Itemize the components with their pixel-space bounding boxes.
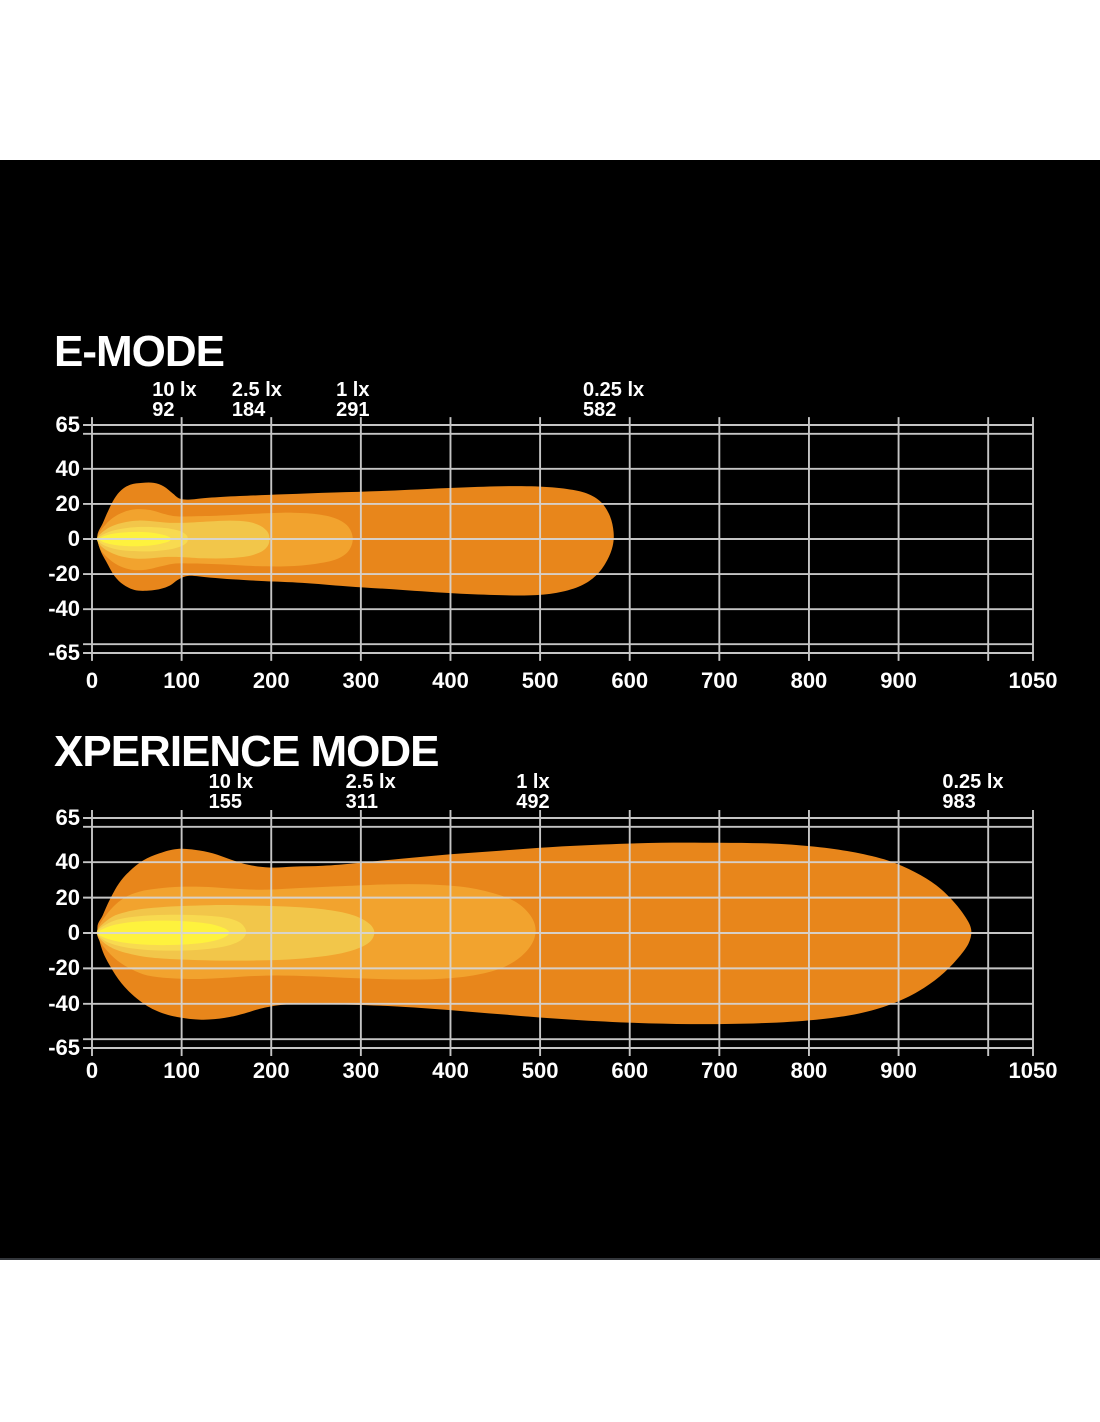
y-axis-tick-label: 65: [55, 412, 80, 437]
isolux-annotation: 10 lx 92: [152, 380, 196, 420]
y-axis-tick-label: 40: [55, 455, 80, 481]
plot-area: [92, 425, 1033, 653]
chart-title: E-MODE: [54, 327, 225, 376]
beam-pattern-panel: E-MODE 10 lx 92 2.5 lx 184 1 lx 291 0.25 lx 582…: [0, 160, 1100, 1260]
plot-area: [92, 818, 1033, 1048]
x-axis-tick-label: 700: [700, 1058, 738, 1083]
x-axis-tick-label: 0: [85, 1058, 99, 1083]
y-axis-tick-label: -40: [48, 596, 80, 622]
isolux-annotation: 1 lx 291: [336, 380, 369, 420]
isolux-level-label: 10 lx: [152, 379, 197, 401]
grid-lines: [83, 417, 1033, 661]
beam-plot-svg: [92, 818, 1033, 1048]
isolux-annotation: 2.5 lx 184: [232, 380, 282, 420]
chart-title: XPERIENCE MODE: [54, 727, 440, 776]
x-axis-tick-label: 900: [880, 1058, 917, 1083]
isolux-level-label: 0.25 lx: [582, 379, 645, 401]
x-axis-tick-label: 300: [342, 668, 380, 693]
x-axis-tick-label: 100: [163, 1058, 200, 1083]
x-axis-tick-label: 400: [432, 1058, 469, 1083]
isolux-distance-label: 983: [942, 791, 976, 813]
isolux-distance-label: 311: [345, 791, 378, 813]
isolux-distance-label: 582: [582, 399, 617, 421]
x-axis-tick-label: 800: [790, 668, 828, 693]
y-axis-tick-label: 65: [55, 805, 80, 830]
x-axis-tick-label: 500: [521, 668, 559, 693]
isolux-annotations: 10 lx 155 2.5 lx 311 1 lx 492 0.25 lx 983: [0, 772, 1100, 816]
isolux-annotation: 1 lx 492: [516, 772, 549, 812]
x-axis-tick-label: 1050: [1008, 668, 1058, 693]
isolux-annotation: 10 lx 155: [209, 772, 253, 812]
x-axis-tick-label: 800: [790, 1058, 828, 1083]
isolux-level-label: 1 lx: [336, 379, 370, 401]
isolux-level-label: 10 lx: [208, 771, 254, 793]
isolux-distance-label: 492: [516, 791, 550, 813]
x-axis-tick-label: 100: [163, 668, 200, 693]
isolux-distance-label: 155: [208, 791, 243, 813]
isolux-annotation: 2.5 lx 311: [346, 772, 396, 812]
isolux-distance-label: 291: [336, 399, 370, 421]
y-axis-tick-label: 40: [55, 849, 80, 875]
x-axis-tick-label: 600: [611, 668, 649, 693]
y-axis-tick-label: -65: [48, 640, 80, 665]
x-axis-tick-label: 300: [342, 1058, 380, 1083]
y-axis-tick-label: -20: [48, 561, 80, 587]
isolux-level-label: 0.25 lx: [942, 771, 1004, 793]
beam-plot-svg: [92, 425, 1033, 653]
x-axis-tick-label: 500: [521, 1058, 559, 1083]
isolux-distance-label: 184: [231, 399, 266, 421]
isolux-level-label: 2.5 lx: [345, 771, 396, 793]
isolux-level-label: 2.5 lx: [231, 379, 282, 401]
isolux-distance-label: 92: [152, 399, 175, 421]
x-axis-tick-label: 200: [252, 1058, 290, 1083]
y-axis-tick-label: 0: [67, 526, 80, 551]
y-axis-tick-label: -40: [48, 990, 80, 1016]
x-axis-tick-label: 900: [880, 668, 917, 693]
x-axis-tick-label: 0: [85, 668, 99, 693]
x-axis-tick-label: 400: [432, 668, 469, 693]
y-axis-tick-label: 20: [55, 884, 80, 910]
y-axis-tick-label: 20: [55, 490, 80, 516]
grid-lines: [83, 810, 1033, 1056]
y-axis-tick-label: -20: [48, 955, 80, 981]
isolux-level-label: 1 lx: [516, 771, 550, 793]
x-axis-tick-label: 200: [252, 668, 290, 693]
isolux-annotation: 0.25 lx 582: [583, 380, 644, 420]
isolux-annotations: 10 lx 92 2.5 lx 184 1 lx 291 0.25 lx 582: [0, 380, 1100, 424]
x-axis-tick-label: 1050: [1008, 1058, 1058, 1083]
y-axis-tick-label: -65: [48, 1035, 80, 1060]
isolux-annotation: 0.25 lx 983: [942, 772, 1003, 812]
y-axis-tick-label: 0: [67, 920, 80, 945]
x-axis-tick-label: 600: [611, 1058, 649, 1083]
x-axis-tick-label: 700: [700, 668, 738, 693]
